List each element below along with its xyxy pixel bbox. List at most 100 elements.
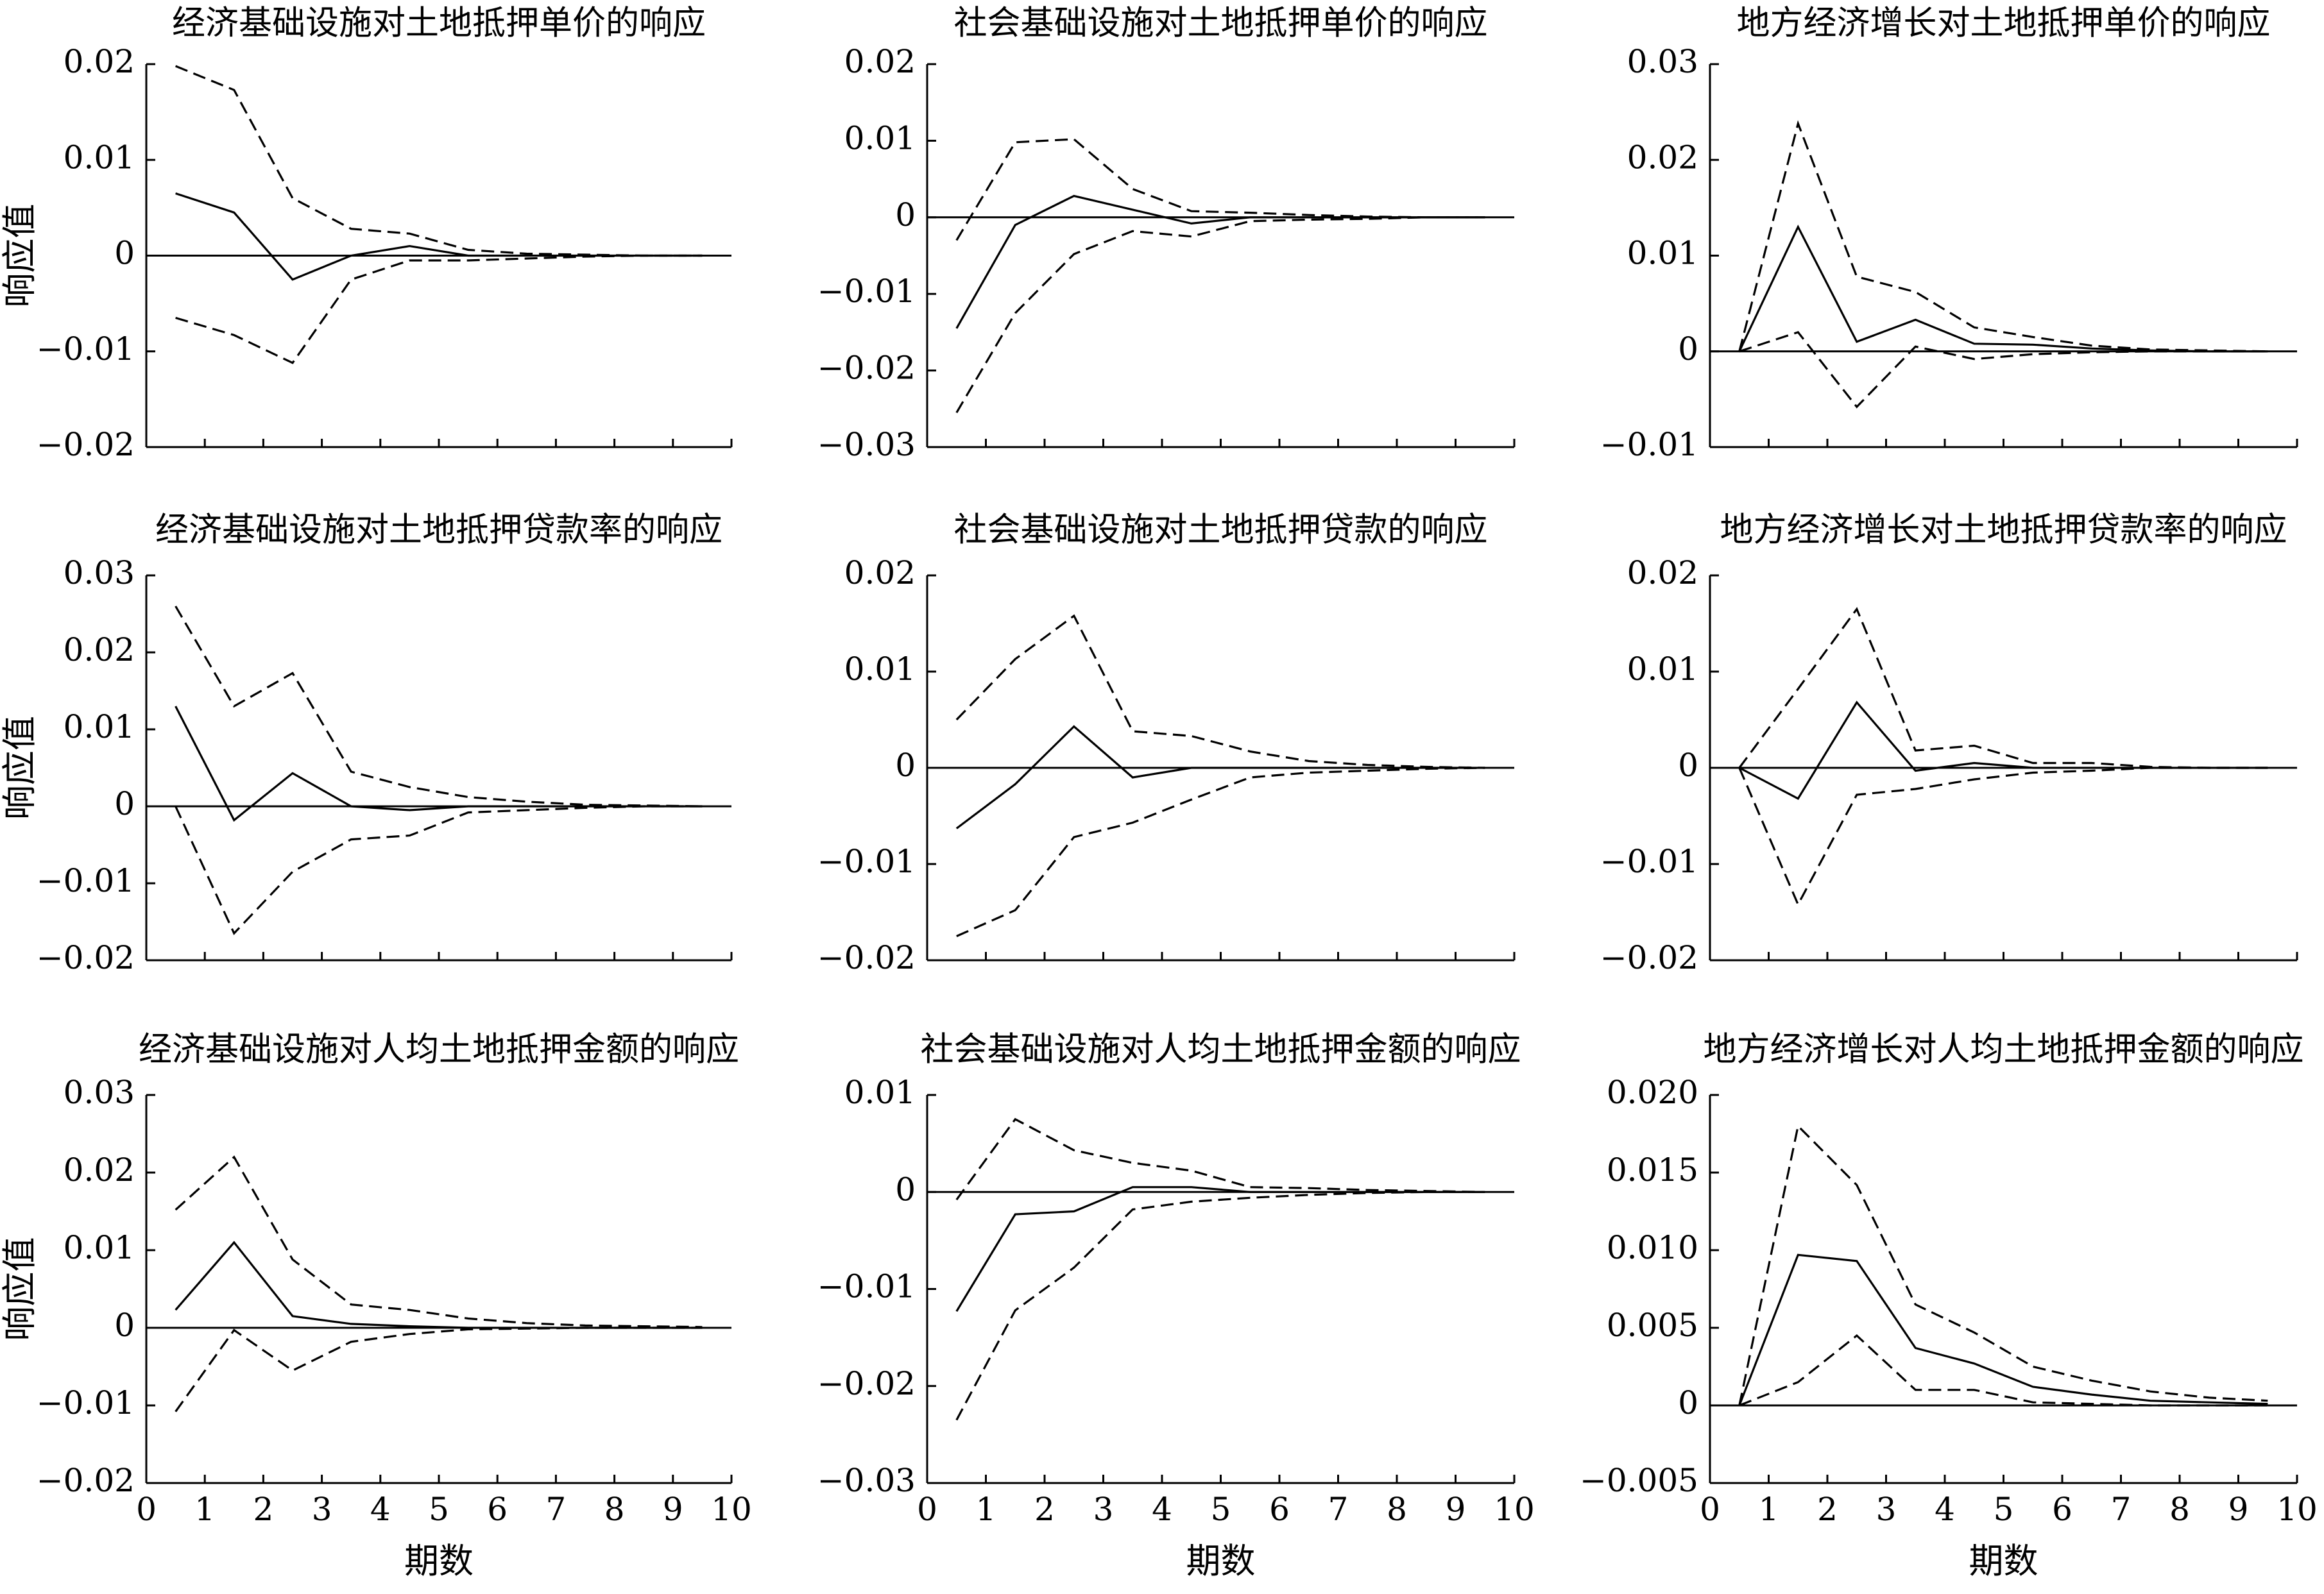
y-tick-label: −0.01 [817, 273, 916, 310]
x-tick-label: 1 [1759, 1491, 1779, 1528]
x-axis-label: 期数 [404, 1541, 474, 1581]
response-line [175, 192, 703, 281]
x-tick-label: 2 [1817, 1491, 1838, 1528]
x-tick-label: 2 [253, 1491, 273, 1528]
y-tick-label: 0 [114, 1307, 135, 1344]
y-tick-label: −0.02 [37, 426, 135, 463]
y-axis-label: 响应值 [0, 716, 40, 820]
x-tick-label: 6 [487, 1491, 508, 1528]
x-tick-label: 6 [1269, 1491, 1290, 1528]
confidence-band-line-1 [955, 614, 1485, 769]
confidence-band-line-1 [955, 138, 1485, 241]
confidence-band-line-1 [1738, 607, 2268, 769]
y-tick-label: 0 [895, 196, 916, 233]
x-tick-label: 10 [711, 1491, 752, 1528]
response-line [955, 194, 1485, 329]
chart-title: 社会基础设施对人均土地抵押金额的响应 [920, 1031, 1521, 1069]
x-tick-label: 7 [545, 1491, 566, 1528]
chart-title: 地方经济增长对土地抵押贷款率的响应 [1720, 511, 2287, 550]
y-tick-label: 0 [895, 747, 916, 784]
chart-panel-1: 经济基础设施对土地抵押单价的响应 0.02 0.01 0 −0.01 −0.02 响应值 [0, 4, 733, 463]
y-tick-label: 0.02 [844, 43, 916, 80]
confidence-band-line-2 [175, 254, 703, 364]
confidence-band-line-1 [955, 1117, 1485, 1201]
y-tick-label: −0.02 [817, 939, 916, 976]
confidence-band-line-1 [175, 606, 703, 808]
y-tick-label: 0.005 [1607, 1307, 1698, 1344]
x-tick-label: 1 [194, 1491, 215, 1528]
y-tick-label: 0.02 [64, 1151, 135, 1189]
y-tick-label: 0.02 [64, 631, 135, 668]
x-tick-label: 10 [1494, 1491, 1535, 1528]
x-tick-label: 9 [663, 1491, 683, 1528]
chart-title: 经济基础设施对人均土地抵押金额的响应 [139, 1031, 739, 1069]
y-tick-label: 0.01 [64, 139, 135, 176]
confidence-band-line-2 [955, 216, 1485, 414]
confidence-band-line-2 [955, 1191, 1485, 1421]
y-tick-label: −0.01 [1600, 426, 1698, 463]
x-tick-label: 3 [312, 1491, 332, 1528]
x-tick-label: 5 [1211, 1491, 1231, 1528]
confidence-band-line-1 [1738, 120, 2268, 353]
y-tick-label: −0.02 [37, 1462, 135, 1499]
chart-panel-4: 经济基础设施对土地抵押贷款率的响应 0.03 0.02 0.01 0 −0.01 −0.02… [0, 511, 733, 976]
x-tick-label: 9 [2228, 1491, 2249, 1528]
x-tick-label: 0 [1700, 1491, 1720, 1528]
y-tick-label: 0.03 [64, 1074, 135, 1111]
x-axis-label: 期数 [1186, 1541, 1256, 1581]
response-line [1738, 1253, 2268, 1406]
x-tick-label: 10 [2277, 1491, 2318, 1528]
y-tick-label: 0 [114, 785, 135, 822]
y-tick-label: 0.015 [1607, 1151, 1698, 1189]
x-tick-label: 8 [1387, 1491, 1407, 1528]
confidence-band-line-1 [175, 65, 703, 257]
y-tick-label: −0.01 [817, 1268, 916, 1305]
y-tick-label: 0.03 [1627, 43, 1698, 80]
confidence-band-line-2 [175, 1327, 703, 1412]
confidence-band-line-2 [1738, 767, 2268, 907]
x-tick-label: 4 [370, 1491, 391, 1528]
confidence-band-line-2 [1739, 331, 2268, 409]
x-tick-label: 3 [1093, 1491, 1114, 1528]
y-tick-label: 0 [1678, 747, 1698, 784]
y-tick-label: 0 [114, 235, 135, 272]
chart-panel-6: 地方经济增长对土地抵押贷款率的响应 0.02 0.01 0 −0.01 −0.02 [1600, 511, 2298, 976]
confidence-band-line-2 [175, 805, 703, 935]
y-tick-label: −0.01 [817, 843, 916, 880]
response-line [1739, 700, 2268, 801]
response-line [955, 725, 1485, 829]
y-tick-label: −0.02 [1600, 939, 1698, 976]
chart-panel-3: 地方经济增长对土地抵押单价的响应 0.03 0.02 0.01 0 −0.01 [1600, 4, 2298, 463]
x-tick-label: 0 [917, 1491, 937, 1528]
x-tick-label: 7 [1328, 1491, 1349, 1528]
x-tick-label: 8 [2169, 1491, 2190, 1528]
y-tick-label: −0.01 [37, 1384, 135, 1421]
chart-panel-5: 社会基础设施对土地抵押贷款的响应 0.02 0.01 0 −0.01 −0.02 [817, 511, 1516, 976]
y-axis-label: 响应值 [0, 204, 40, 308]
y-tick-label: 0 [895, 1171, 916, 1208]
x-tick-label: 5 [429, 1491, 449, 1528]
y-tick-label: 0.01 [844, 650, 916, 688]
chart-panel-9: 地方经济增长对人均土地抵押金额的响应0.0200.0150.0100.0050−… [1580, 1031, 2318, 1582]
y-tick-label: 0.01 [844, 1074, 916, 1111]
chart-title: 地方经济增长对人均土地抵押金额的响应 [1703, 1031, 2303, 1069]
x-tick-label: 4 [1935, 1491, 1955, 1528]
y-tick-label: 0 [1678, 330, 1698, 368]
y-tick-label: −0.03 [817, 1462, 916, 1499]
response-line [175, 706, 703, 822]
confidence-band-line-2 [956, 767, 1485, 937]
x-tick-label: 8 [604, 1491, 625, 1528]
x-tick-label: 6 [2052, 1491, 2072, 1528]
response-line [955, 1186, 1485, 1312]
confidence-band-line-1 [1738, 1124, 2268, 1406]
y-tick-label: 0.020 [1607, 1074, 1698, 1111]
x-tick-label: 5 [1994, 1491, 2014, 1528]
x-tick-label: 0 [136, 1491, 157, 1528]
chart-title: 经济基础设施对土地抵押贷款率的响应 [155, 511, 722, 550]
y-tick-label: −0.01 [37, 862, 135, 899]
chart-title: 经济基础设施对土地抵押单价的响应 [172, 4, 706, 43]
y-tick-label: −0.01 [37, 330, 135, 368]
y-tick-label: 0 [1678, 1384, 1698, 1421]
